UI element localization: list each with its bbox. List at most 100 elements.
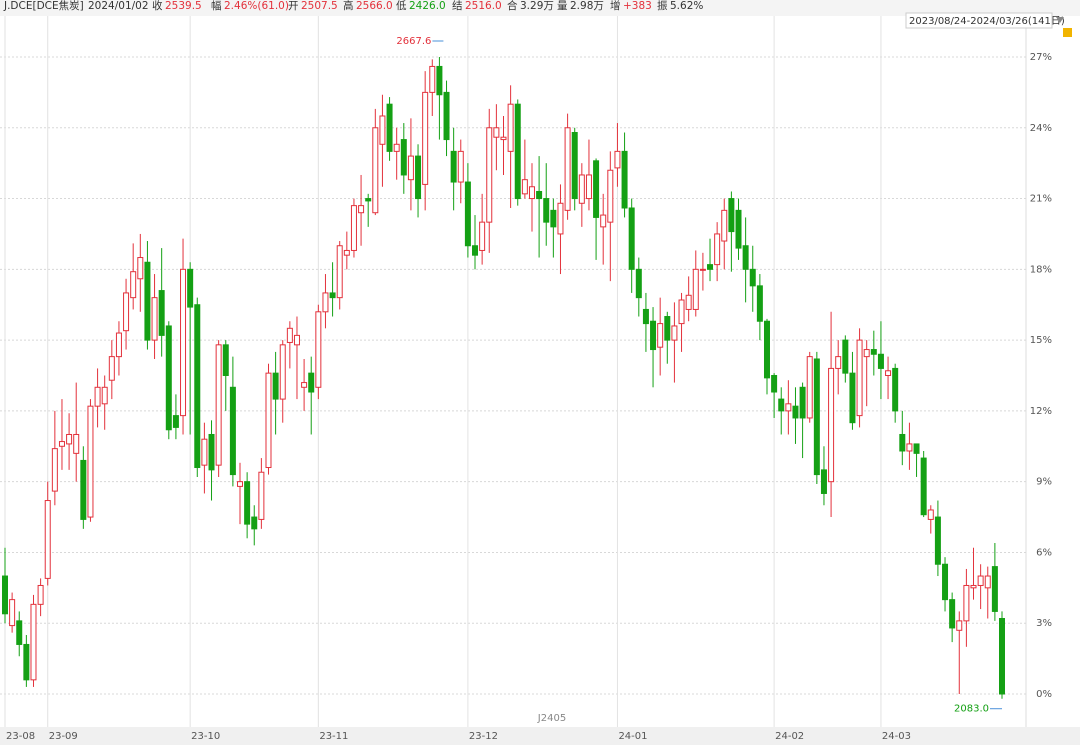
candle-body — [885, 370, 892, 377]
candle-body — [863, 349, 870, 358]
candle-body — [258, 471, 265, 520]
x-tick-label: 23-11 — [319, 731, 348, 742]
candle-body — [835, 356, 842, 369]
candle-body — [393, 143, 400, 152]
field-value: 2426.0 — [409, 0, 446, 12]
candle-body — [422, 91, 429, 185]
candle-body — [721, 209, 728, 242]
candle-body — [400, 139, 407, 176]
candle-body — [507, 103, 514, 152]
candle-body — [999, 618, 1005, 695]
candle-body — [949, 599, 956, 629]
candle-body — [158, 290, 165, 336]
candle-body — [73, 433, 80, 454]
candle-body — [984, 575, 991, 589]
field-value: 2.46%(61.0) — [224, 0, 289, 12]
candle-body — [991, 566, 998, 612]
candle-body — [37, 584, 44, 605]
candle-body — [550, 209, 557, 228]
candle-body — [593, 160, 600, 218]
x-tick-label: 23-10 — [191, 731, 220, 742]
candle-body — [771, 375, 778, 393]
candle-body — [920, 457, 927, 516]
candle-body — [58, 441, 65, 447]
candle-body — [557, 202, 564, 235]
y-tick-label: 18% — [1030, 264, 1052, 275]
y-tick-label: 3% — [1036, 618, 1052, 629]
field-value: 2507.5 — [301, 0, 338, 12]
candle-body — [671, 325, 678, 341]
candle-body — [329, 292, 336, 299]
candle-body — [728, 198, 735, 233]
range-dropdown[interactable] — [1056, 17, 1064, 23]
candle-body — [272, 372, 279, 400]
candle-body — [308, 372, 315, 393]
candle-body — [350, 205, 357, 251]
tool-icon[interactable] — [1063, 28, 1072, 37]
range-box[interactable] — [905, 12, 1053, 29]
candle-body — [265, 372, 272, 469]
field-value: 2.98万 — [570, 0, 604, 12]
field-name: 增 — [610, 0, 621, 12]
candle-body — [906, 443, 913, 452]
field-name: 开 — [288, 0, 299, 12]
candle-body — [763, 320, 770, 379]
high-label: 2667.6 — [396, 36, 431, 47]
candle-body — [151, 297, 158, 341]
candle-body — [657, 323, 664, 348]
candle-body — [856, 339, 863, 417]
candle-body — [101, 386, 108, 405]
candle-body — [94, 386, 101, 407]
candle-body — [813, 358, 820, 476]
candle-body — [849, 372, 856, 424]
candle-body — [251, 516, 258, 530]
field-value: 3.29万 — [520, 0, 554, 12]
candle-body — [51, 448, 58, 492]
field-name: 收 — [152, 0, 163, 12]
candle-body — [664, 316, 671, 341]
candle-body — [742, 245, 749, 270]
x-tick-label: 23-12 — [469, 731, 498, 742]
candle-body — [108, 356, 115, 381]
candle-body — [379, 115, 386, 145]
candle-body — [877, 353, 884, 369]
candle-body — [714, 233, 721, 266]
candle-body — [543, 198, 550, 223]
candle-body — [123, 292, 130, 332]
candle-body — [585, 174, 592, 200]
candle-body — [450, 150, 457, 183]
field-name: 合 — [507, 0, 518, 12]
field-value: 2566.0 — [356, 0, 393, 12]
field-name: 低 — [396, 0, 407, 12]
candle-body — [699, 268, 706, 271]
candle-body — [956, 620, 963, 631]
candle-body — [799, 386, 806, 419]
candle-body — [336, 245, 343, 299]
candle-body — [942, 563, 949, 601]
candle-body — [137, 257, 144, 280]
candle-body — [286, 327, 293, 343]
candle-body — [493, 127, 500, 138]
candle-body — [735, 209, 742, 249]
candle-body — [692, 268, 699, 310]
candle-body — [322, 292, 329, 313]
candle-body — [792, 405, 799, 419]
candle-body — [407, 155, 414, 181]
header: J.DCE[DCE焦炭] 2024/01/02 收 2539.5 幅 2.46%(61.0… — [3, 0, 703, 12]
candle-body — [293, 334, 300, 346]
candle-body — [372, 127, 379, 214]
candle-body — [244, 481, 251, 525]
candle-body — [521, 179, 528, 195]
candle-body — [315, 311, 322, 388]
candle-body — [194, 304, 201, 469]
candle-body — [66, 433, 73, 445]
candle-body — [144, 261, 151, 341]
candle-body — [934, 516, 941, 565]
candle-body — [607, 169, 614, 223]
candle-body — [386, 103, 393, 152]
range-text[interactable]: 2023/08/24-2024/03/26(141日) — [909, 16, 1065, 27]
candle-body — [970, 584, 977, 589]
candle-body — [237, 481, 244, 487]
